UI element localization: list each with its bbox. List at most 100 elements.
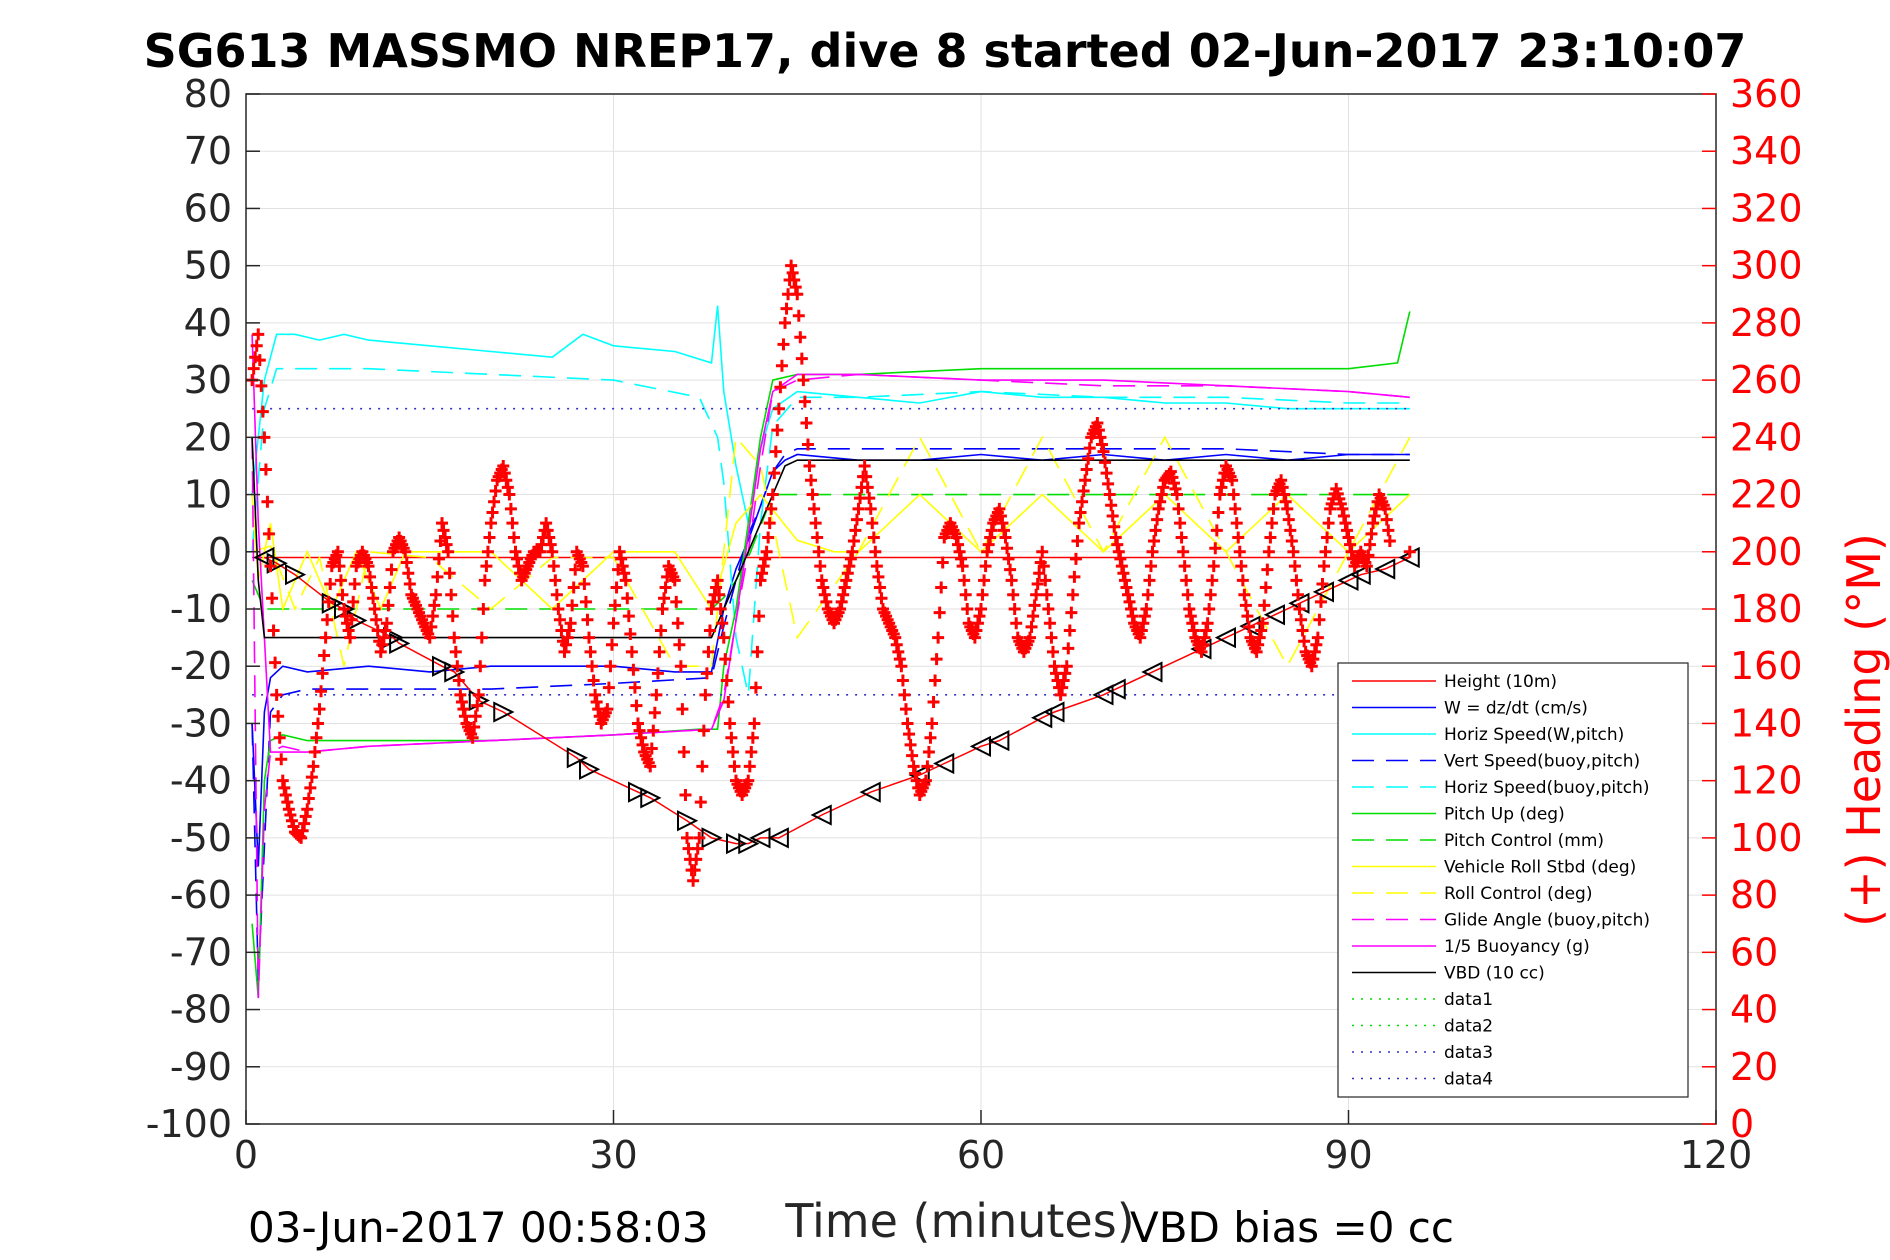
heading-marker bbox=[348, 577, 361, 590]
heading-marker bbox=[281, 796, 294, 809]
y-tick-label: -90 bbox=[170, 1045, 232, 1089]
heading-marker bbox=[1144, 560, 1157, 573]
heading-marker bbox=[1183, 603, 1196, 615]
heading-marker bbox=[791, 288, 804, 301]
heading-marker bbox=[1209, 542, 1222, 555]
heading-marker bbox=[627, 663, 640, 676]
heading-marker bbox=[1380, 513, 1393, 526]
heading-marker bbox=[1030, 588, 1043, 601]
heading-marker bbox=[483, 531, 496, 544]
heading-marker bbox=[1126, 610, 1139, 623]
depth-marker bbox=[1312, 581, 1334, 603]
legend-label: 1/5 Buoyancy (g) bbox=[1444, 937, 1590, 957]
heading-marker bbox=[331, 545, 344, 558]
depth-marker bbox=[810, 804, 832, 826]
heading-marker bbox=[622, 610, 635, 623]
heading-marker bbox=[922, 746, 935, 759]
y-tick-label: 20 bbox=[184, 415, 232, 459]
heading-marker bbox=[921, 760, 934, 773]
heading-marker bbox=[959, 588, 972, 601]
heading-marker bbox=[1007, 588, 1020, 601]
heading-marker bbox=[621, 592, 634, 605]
legend-label: Pitch Control (mm) bbox=[1444, 831, 1604, 851]
heading-marker bbox=[1073, 517, 1085, 530]
heading-marker bbox=[1337, 510, 1350, 523]
heading-marker bbox=[552, 603, 565, 615]
heading-marker bbox=[895, 660, 908, 673]
heading-marker bbox=[628, 681, 641, 694]
y-tick-label: -70 bbox=[170, 930, 232, 974]
y-tick-label: 80 bbox=[184, 72, 232, 116]
heading-marker bbox=[975, 603, 987, 615]
heading-marker bbox=[697, 724, 710, 737]
heading-marker bbox=[509, 545, 522, 558]
legend-label: data4 bbox=[1444, 1070, 1493, 1090]
heading-marker bbox=[1092, 424, 1105, 437]
heading-marker bbox=[632, 717, 644, 730]
heading-marker bbox=[589, 688, 602, 701]
legend-label: Vehicle Roll Stbd (deg) bbox=[1444, 858, 1636, 878]
heading-marker bbox=[486, 506, 499, 519]
heading-marker bbox=[716, 617, 729, 630]
heading-marker bbox=[1339, 517, 1352, 530]
heading-marker bbox=[1146, 545, 1159, 558]
heading-marker bbox=[511, 552, 524, 565]
footer-vbd-bias: VBD bias =0 cc bbox=[1130, 1203, 1454, 1252]
heading-marker bbox=[618, 567, 631, 580]
heading-marker bbox=[1195, 645, 1208, 658]
heading-marker bbox=[1288, 560, 1301, 573]
heading-marker bbox=[1310, 638, 1323, 651]
heading-marker bbox=[1305, 660, 1318, 673]
heading-marker bbox=[308, 746, 321, 759]
heading-marker bbox=[864, 502, 877, 515]
heading-marker bbox=[1203, 603, 1216, 615]
heading-marker bbox=[1148, 535, 1161, 548]
heading-marker bbox=[658, 592, 671, 605]
heading-marker bbox=[1213, 488, 1226, 501]
heading-marker bbox=[379, 624, 392, 637]
heading-marker bbox=[547, 560, 560, 573]
depth-marker bbox=[640, 787, 662, 809]
legend-label: Horiz Speed(buoy,pitch) bbox=[1444, 778, 1650, 798]
heading-marker bbox=[1076, 495, 1089, 508]
heading-marker bbox=[258, 431, 271, 444]
heading-marker bbox=[481, 545, 494, 558]
heading-marker bbox=[269, 656, 282, 669]
heading-marker bbox=[958, 574, 971, 587]
heading-marker bbox=[1001, 542, 1014, 555]
heading-marker bbox=[1042, 603, 1055, 615]
heading-marker bbox=[1295, 613, 1308, 626]
heading-marker bbox=[952, 538, 965, 551]
heading-marker bbox=[1108, 520, 1121, 533]
heading-marker bbox=[1059, 667, 1072, 680]
heading-marker bbox=[615, 552, 628, 565]
heading-marker bbox=[746, 731, 759, 744]
heading-marker bbox=[950, 531, 963, 544]
heading-marker bbox=[1167, 477, 1180, 490]
heading-marker bbox=[872, 570, 885, 583]
legend-label: data1 bbox=[1444, 990, 1493, 1010]
heading-marker bbox=[670, 595, 683, 608]
heading-marker bbox=[935, 581, 948, 594]
heading-marker bbox=[1062, 642, 1075, 655]
heading-marker bbox=[489, 484, 502, 497]
heading-marker bbox=[504, 502, 517, 515]
heading-marker bbox=[609, 599, 622, 612]
heading-marker bbox=[979, 560, 992, 573]
depth-marker bbox=[1214, 626, 1236, 649]
series-line-8 bbox=[251, 435, 1411, 668]
heading-marker bbox=[469, 710, 482, 723]
heading-marker bbox=[1060, 660, 1073, 673]
x-tick-label: 60 bbox=[957, 1133, 1005, 1177]
heading-marker bbox=[315, 685, 328, 698]
heading-marker bbox=[385, 563, 398, 576]
heading-marker bbox=[1383, 535, 1396, 548]
heading-marker bbox=[924, 731, 937, 744]
heading-marker bbox=[849, 524, 862, 537]
right-y-ticks: 3603403203002802602402202001801601401201… bbox=[1702, 72, 1803, 1146]
heading-marker bbox=[633, 724, 646, 737]
right-tick-label: 200 bbox=[1730, 530, 1803, 574]
heading-marker bbox=[852, 502, 865, 515]
heading-marker bbox=[321, 613, 334, 626]
heading-marker bbox=[673, 638, 686, 651]
